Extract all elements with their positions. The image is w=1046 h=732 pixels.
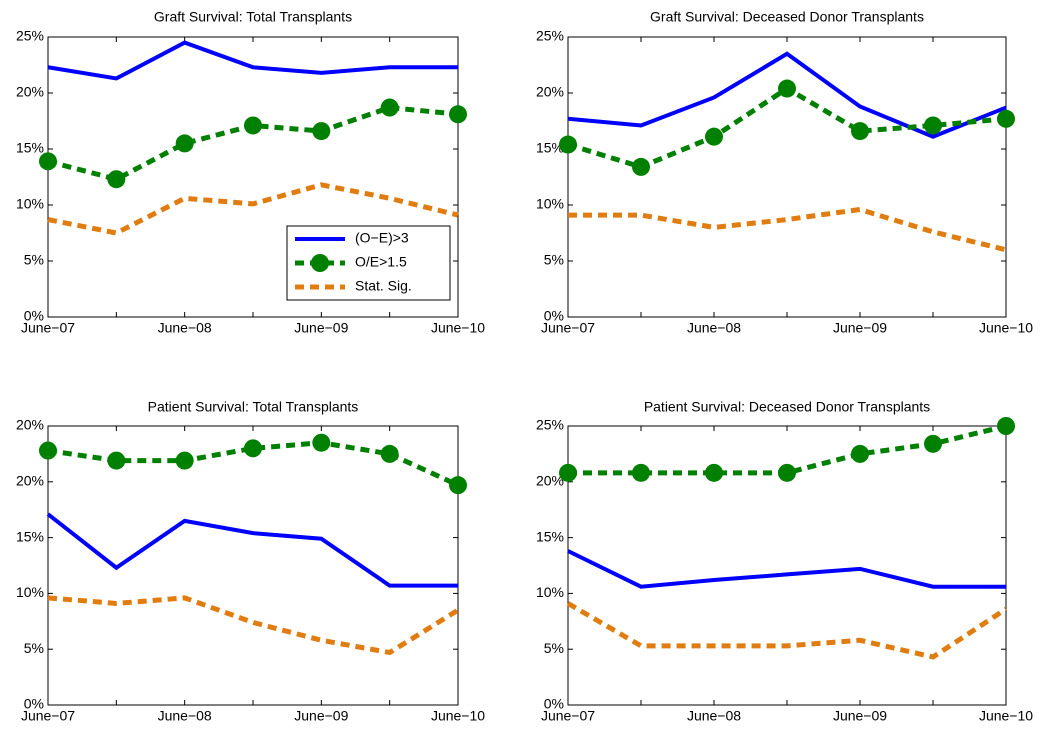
y-tick-label: 10% xyxy=(16,196,44,212)
x-tick-label: June−07 xyxy=(541,708,595,724)
y-tick-label: 10% xyxy=(536,196,564,212)
subplot: Graft Survival: Deceased Donor Transplan… xyxy=(536,9,1033,336)
x-tick-label: June−08 xyxy=(158,320,212,336)
plot-frame xyxy=(47,425,459,706)
data-point xyxy=(924,434,942,453)
data-point xyxy=(851,444,869,463)
x-tick-label: June−10 xyxy=(979,708,1033,724)
data-point xyxy=(705,127,723,146)
y-tick-label: 10% xyxy=(16,584,44,600)
y-tick-label: 15% xyxy=(536,528,564,544)
data-point xyxy=(380,98,399,117)
x-tick-label: June−07 xyxy=(541,320,595,336)
y-tick-label: 25% xyxy=(16,28,44,44)
data-point xyxy=(449,476,467,495)
series-line xyxy=(46,512,458,588)
x-tick-label: June−07 xyxy=(21,320,75,336)
y-tick-label: 10% xyxy=(536,584,564,600)
y-tick-label: 5% xyxy=(544,640,564,656)
data-point xyxy=(107,451,126,470)
series-line xyxy=(566,601,1008,660)
data-point xyxy=(107,170,126,189)
series-line xyxy=(567,51,1007,139)
data-point xyxy=(778,463,796,482)
chart-title: Patient Survival: Total Transplants xyxy=(148,399,359,415)
x-tick-label: June−08 xyxy=(687,320,741,336)
y-tick-label: 20% xyxy=(16,473,44,489)
x-tick-label: June−07 xyxy=(21,708,75,724)
y-tick-label: 15% xyxy=(16,140,44,156)
x-tick-label: June−08 xyxy=(158,708,212,724)
chart-title: Graft Survival: Deceased Donor Transplan… xyxy=(650,9,924,25)
y-tick-label: 25% xyxy=(536,28,564,44)
y-tick-label: 0% xyxy=(24,696,44,712)
data-point xyxy=(924,116,942,135)
data-point xyxy=(778,79,796,98)
subplot: Patient Survival: Deceased Donor Transpl… xyxy=(536,399,1033,724)
series-line xyxy=(568,206,1007,253)
data-point xyxy=(705,463,723,482)
data-point xyxy=(449,105,467,124)
y-tick-label: 20% xyxy=(536,473,564,489)
data-point xyxy=(39,152,57,171)
data-point xyxy=(175,134,194,153)
data-point xyxy=(244,116,262,135)
legend-label: O/E>1.5 xyxy=(355,254,407,270)
y-tick-label: 0% xyxy=(544,308,564,324)
y-tick-label: 5% xyxy=(24,640,44,656)
y-tick-label: 20% xyxy=(16,417,44,433)
data-point xyxy=(559,135,577,154)
x-tick-label: June−10 xyxy=(431,320,485,336)
legend-label: (O−E)>3 xyxy=(355,230,409,246)
data-point xyxy=(559,463,577,482)
y-tick-label: 5% xyxy=(24,252,44,268)
y-tick-label: 0% xyxy=(24,308,44,324)
plot-frame xyxy=(567,36,1007,318)
y-tick-label: 15% xyxy=(16,528,44,544)
x-tick-label: June−08 xyxy=(687,708,741,724)
data-point xyxy=(39,441,57,460)
data-point xyxy=(851,122,869,141)
data-point xyxy=(997,417,1015,435)
legend: (O−E)>3 O/E>1.5 Stat. Sig. xyxy=(286,225,451,301)
subplot: Patient Survival: Total Transplants 0% 5% 1… xyxy=(16,399,485,724)
series-line xyxy=(47,40,458,81)
data-point xyxy=(175,451,194,470)
x-tick-label: June−10 xyxy=(979,320,1033,336)
data-point xyxy=(632,157,650,176)
series-line xyxy=(567,549,1006,589)
x-tick-label: June−09 xyxy=(294,708,348,724)
subplot: Graft Survival: Total Transplants 0% 5% 10%… xyxy=(16,9,485,336)
y-tick-label: 0% xyxy=(544,696,564,712)
legend-label: Stat. Sig. xyxy=(355,278,412,294)
y-tick-label: 15% xyxy=(536,140,564,156)
legend-marker xyxy=(311,254,329,272)
x-tick-label: June−09 xyxy=(294,320,348,336)
data-point xyxy=(312,122,331,141)
y-tick-label: 5% xyxy=(544,252,564,268)
y-tick-label: 25% xyxy=(536,417,564,433)
y-tick-label: 20% xyxy=(16,84,44,100)
y-tick-label: 20% xyxy=(536,84,564,100)
chart-title: Patient Survival: Deceased Donor Transpl… xyxy=(644,399,930,415)
data-point xyxy=(312,433,331,452)
data-point xyxy=(632,463,650,482)
x-tick-label: June−10 xyxy=(431,708,485,724)
data-point xyxy=(244,439,262,458)
series-line xyxy=(47,182,459,236)
chart-title: Graft Survival: Total Transplants xyxy=(154,9,352,25)
data-point xyxy=(380,444,399,463)
x-tick-label: June−09 xyxy=(833,320,887,336)
data-point xyxy=(997,109,1015,128)
x-tick-label: June−09 xyxy=(833,708,887,724)
series-line xyxy=(47,595,460,656)
